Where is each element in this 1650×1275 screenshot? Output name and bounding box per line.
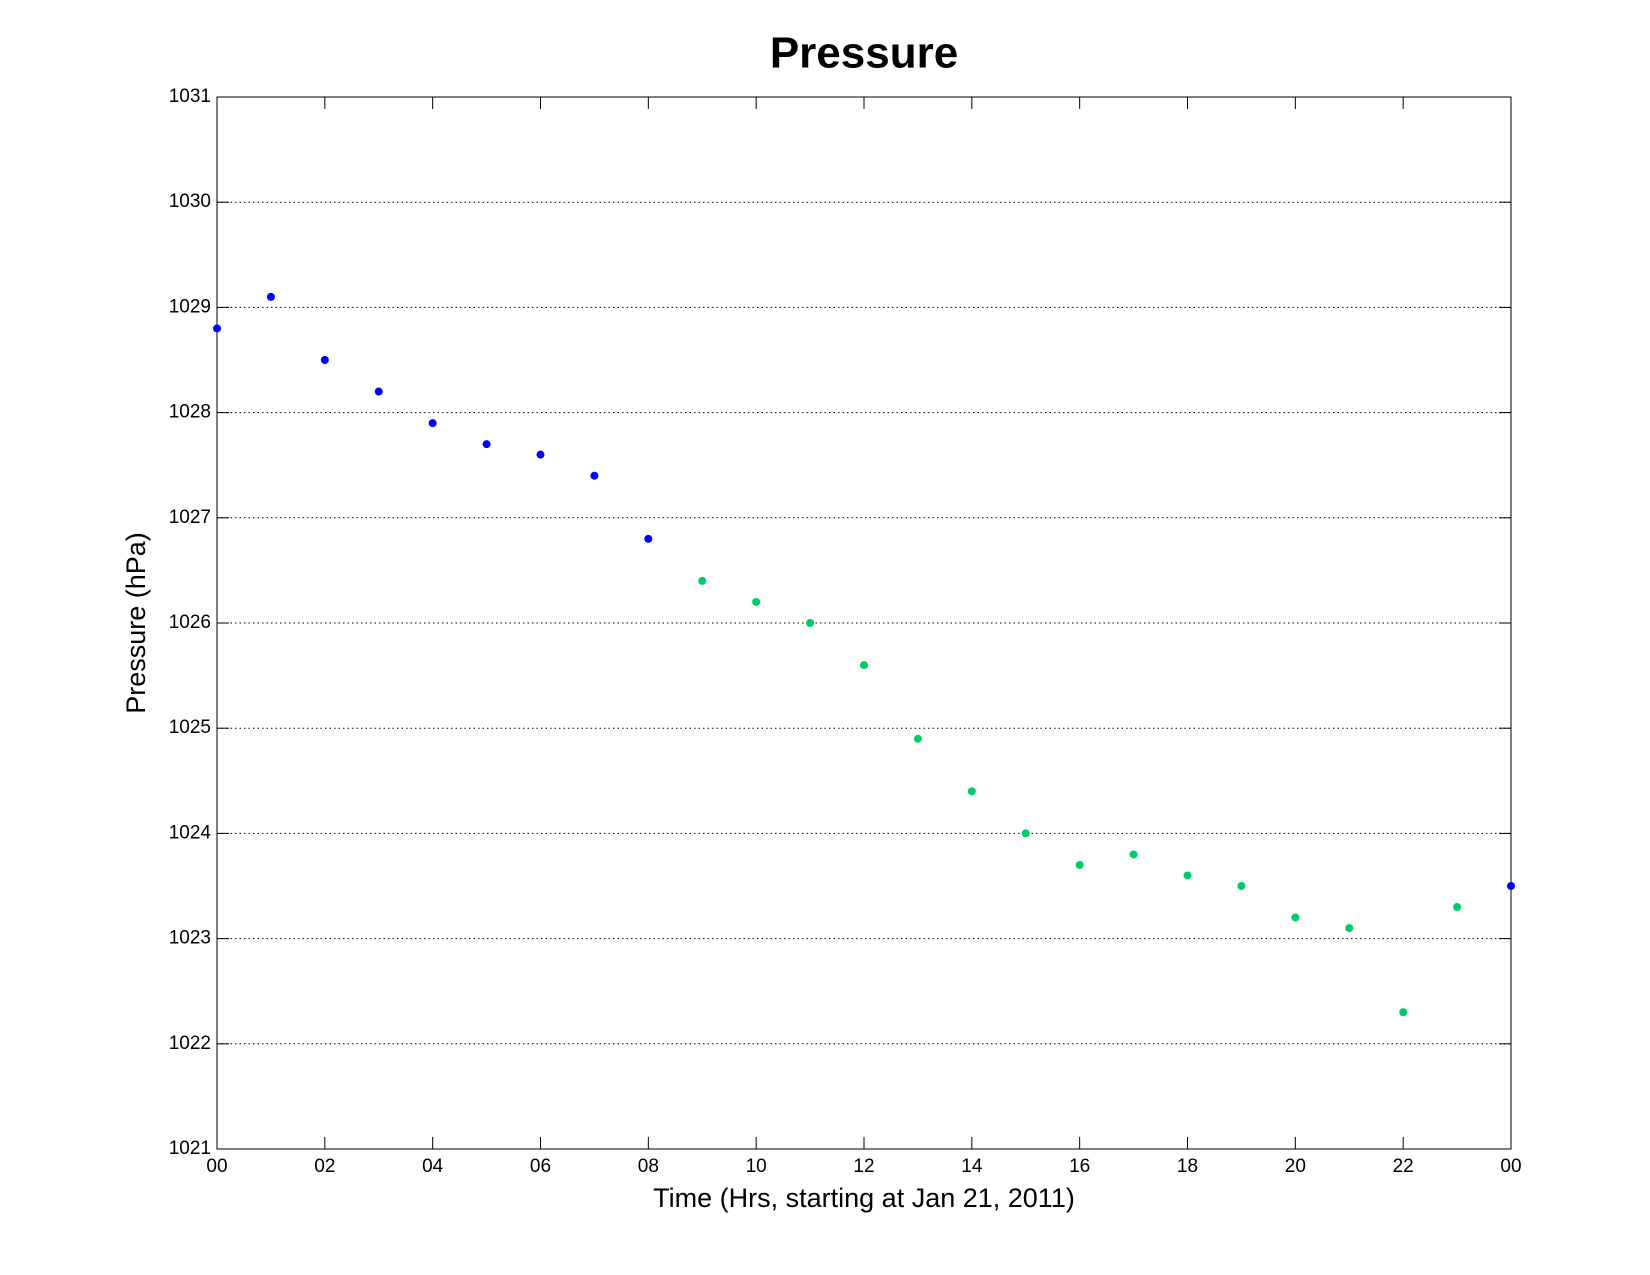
point (1021, 829, 1030, 838)
y-tick-label: 1024 (169, 822, 212, 843)
y-tick-label: 1025 (169, 717, 211, 738)
x-tick-label: 06 (530, 1156, 551, 1177)
point (644, 534, 653, 543)
point (806, 619, 815, 627)
point (860, 661, 868, 670)
x-tick-label: 16 (1069, 1156, 1090, 1177)
y-tick-label: 1021 (169, 1138, 211, 1159)
chart-title: Pressure (770, 29, 958, 78)
x-tick-label: 22 (1393, 1156, 1414, 1177)
point (213, 324, 221, 333)
point (1507, 882, 1515, 890)
x-tick-label: 12 (853, 1156, 874, 1177)
x-tick-label: 10 (746, 1156, 767, 1177)
x-tick-label: 00 (1500, 1156, 1521, 1177)
point (1345, 924, 1354, 933)
x-tick-label: 14 (961, 1156, 983, 1177)
point (913, 734, 922, 743)
point (1237, 882, 1246, 890)
point (1291, 913, 1300, 922)
point (1183, 871, 1192, 880)
x-tick-label: 20 (1285, 1156, 1306, 1177)
point (752, 597, 761, 606)
y-tick-label: 1029 (169, 296, 211, 317)
point (1075, 860, 1084, 869)
point (320, 356, 329, 364)
y-tick-label: 1030 (169, 191, 211, 212)
point (590, 471, 599, 480)
x-tick-label: 04 (422, 1156, 444, 1177)
x-tick-label: 18 (1177, 1156, 1198, 1177)
point (482, 440, 491, 449)
point (1129, 850, 1138, 859)
point (266, 292, 275, 301)
point (536, 450, 545, 459)
y-axis-label: Pressure (hPa) (121, 532, 151, 714)
y-tick-label: 1023 (169, 928, 211, 949)
x-tick-label: 00 (206, 1156, 227, 1177)
point (967, 787, 976, 796)
y-tick-label: 1022 (169, 1033, 211, 1054)
point (1453, 903, 1462, 912)
point (428, 419, 437, 428)
y-tick-label: 1027 (169, 507, 211, 528)
point (374, 387, 383, 396)
point (1399, 1008, 1408, 1017)
y-tick-label: 1026 (169, 612, 211, 633)
x-tick-label: 08 (638, 1156, 659, 1177)
plot-frame (216, 96, 1512, 1150)
x-axis-label: Time (Hrs, starting at Jan 21, 2011) (653, 1183, 1075, 1213)
y-tick-label: 1031 (169, 86, 211, 107)
point (698, 576, 707, 585)
x-tick-label: 02 (314, 1156, 335, 1177)
y-tick-label: 1028 (169, 402, 211, 423)
